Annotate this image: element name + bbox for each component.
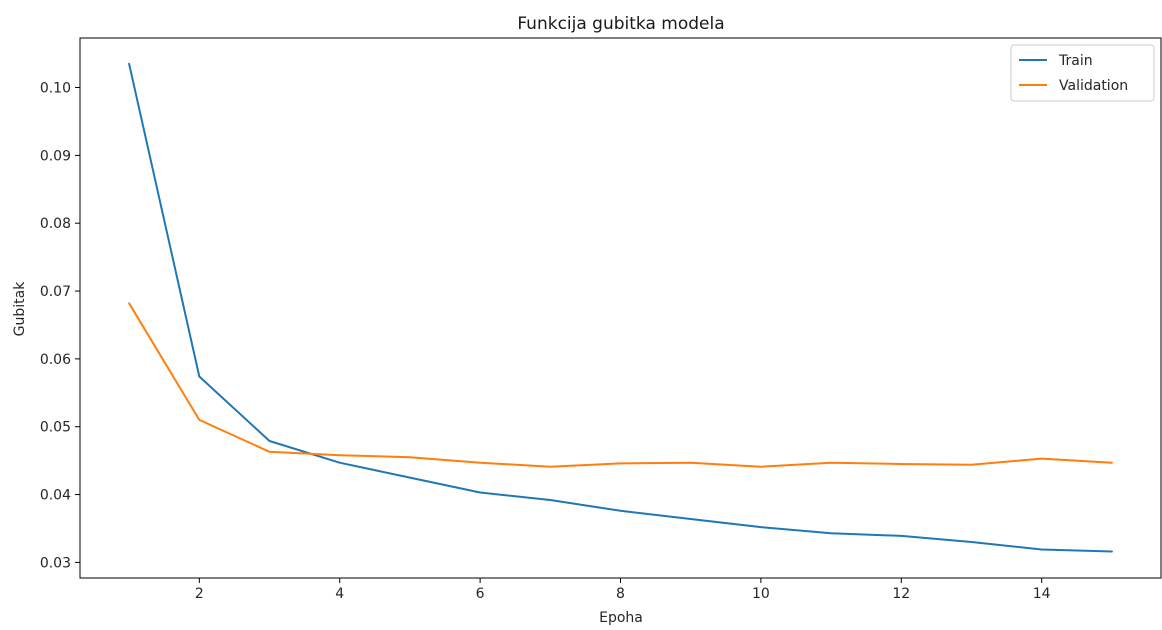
y-tick-label: 0.10	[40, 81, 71, 97]
y-tick-label: 0.09	[40, 148, 71, 164]
legend: Train Validation	[1010, 44, 1155, 102]
y-axis-title: Gubitak	[12, 281, 28, 337]
x-tick-label: 8	[616, 586, 625, 602]
y-tick-label: 0.06	[40, 352, 71, 368]
y-tick-label: 0.04	[40, 488, 71, 504]
y-tick-label: 0.03	[40, 555, 71, 571]
x-tick-label: 14	[1033, 586, 1051, 602]
y-tick-label: 0.08	[40, 216, 71, 232]
series-line-train	[128, 62, 1113, 553]
x-axis-title: Epoha	[599, 610, 643, 626]
x-tick-label: 10	[752, 586, 770, 602]
chart-title: Funkcija gubitka modela	[517, 14, 724, 34]
plot-frame	[79, 37, 1162, 579]
legend-label-train: Train	[1058, 53, 1093, 69]
x-tick-label: 4	[335, 586, 344, 602]
plot-area: 2 4 6 8 10 12 14 0.03 0.04 0.05 0.06 0.07 0.08 0.09 0.…	[40, 62, 1113, 602]
x-tick-label: 6	[476, 586, 485, 602]
x-tick-label: 12	[892, 586, 910, 602]
legend-label-validation: Validation	[1059, 78, 1128, 94]
series-line-validation	[128, 302, 1113, 468]
y-tick-label: 0.07	[40, 284, 71, 300]
y-tick-label: 0.05	[40, 420, 71, 436]
x-tick-label: 2	[195, 586, 204, 602]
